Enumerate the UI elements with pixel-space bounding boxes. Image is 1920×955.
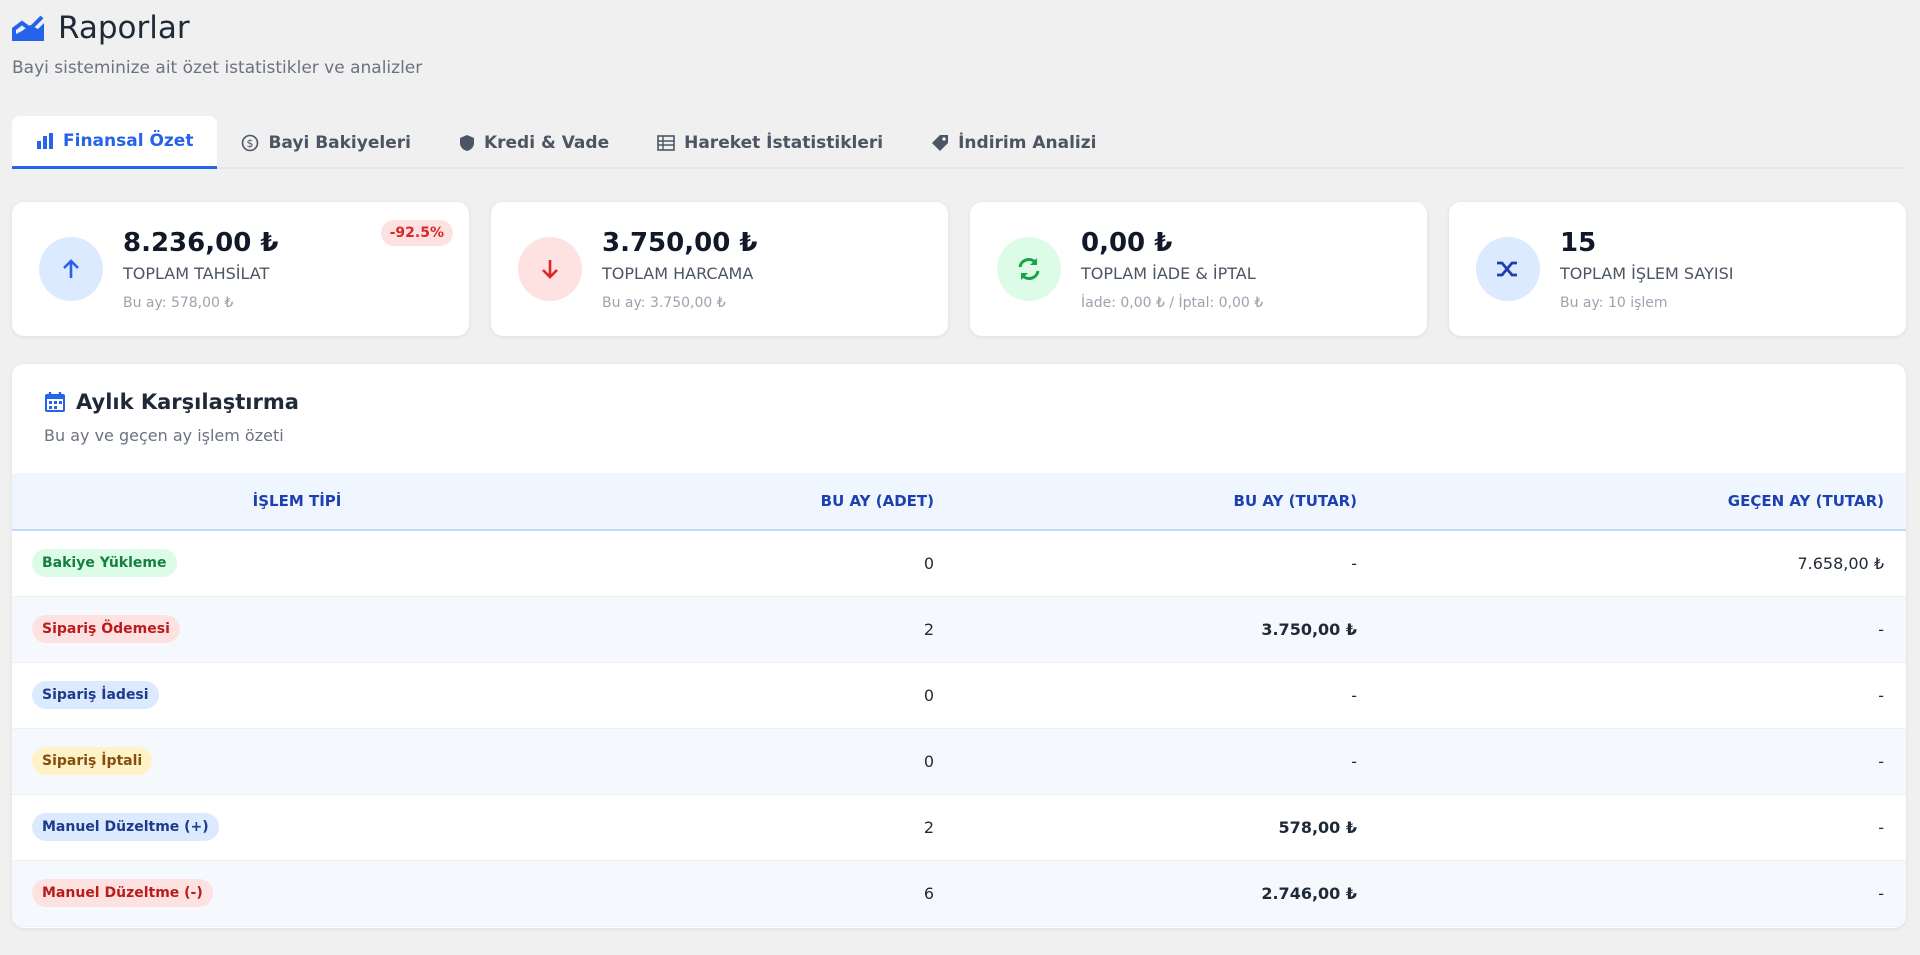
cell: 2 [582, 794, 956, 861]
column-header: BU AY (TUTAR) [956, 473, 1379, 531]
card-note: Bu ay: 578,00 ₺ [123, 294, 234, 311]
type-pill: Sipariş İptali [32, 747, 153, 775]
cell: 3.750,00 ₺ [956, 596, 1379, 663]
column-header: BU AY (ADET) [582, 473, 956, 531]
stat-card: 15 TOPLAM İŞLEM SAYISI Bu ay: 10 işlem [1449, 202, 1906, 336]
cell: - [1379, 596, 1906, 663]
title-row: Raporlar [12, 10, 422, 46]
report-icon [12, 15, 44, 41]
stat-card: 0,00 ₺ TOPLAM İADE & İPTAL İade: 0,00 ₺ / … [970, 202, 1427, 336]
panel-title-row: Aylık Karşılaştırma [44, 390, 299, 414]
card-label: TOPLAM HARCAMA [602, 263, 754, 283]
stat-card: 8.236,00 ₺ TOPLAM TAHSİLAT Bu ay: 578,00 ₺… [12, 202, 469, 336]
card-icon [1476, 237, 1540, 301]
panel-subtitle: Bu ay ve geçen ay işlem özeti [44, 426, 284, 445]
shuffle-icon [1497, 261, 1517, 277]
card-note: İade: 0,00 ₺ / İptal: 0,00 ₺ [1081, 294, 1264, 311]
comparison-table: İŞLEM TİPİ BU AY (ADET) BU AY (TUTAR) GEÇEN… [12, 473, 1906, 927]
cell: - [956, 728, 1379, 795]
arrow-up [63, 259, 79, 278]
tab-icon [932, 134, 949, 151]
tab[interactable]: İndirim Analizi [907, 116, 1120, 169]
tab-icon [657, 134, 675, 151]
cell: 6 [582, 860, 956, 927]
cell: 2 [582, 596, 956, 663]
card-value: 15 [1560, 227, 1597, 258]
tab[interactable]: Finansal Özet [12, 116, 218, 169]
tab-icon [459, 134, 474, 151]
change-badge: -92.5% [380, 220, 453, 246]
tab-label: Finansal Özet [63, 131, 194, 151]
tab[interactable]: $ Bayi Bakiyeleri [217, 116, 434, 169]
panel-title: Aylık Karşılaştırma [76, 390, 299, 414]
cell: - [1379, 794, 1906, 861]
calendar-icon [45, 392, 65, 412]
type-pill: Bakiye Yükleme [32, 549, 177, 578]
tab-bar: Finansal Özet $ Bayi Bakiyeleri Kredi & V… [12, 116, 1906, 169]
cell: - [956, 530, 1379, 597]
arrow-down [542, 260, 558, 279]
type-pill: Manuel Düzeltme (+) [32, 813, 219, 841]
card-note: Bu ay: 3.750,00 ₺ [602, 294, 726, 311]
header: Raporlar Bayi sisteminize ait özet istat… [12, 10, 422, 78]
card-icon [39, 237, 103, 301]
tab[interactable]: Kredi & Vade [435, 116, 633, 169]
table-row: Sipariş İptali 0- - [12, 728, 1906, 795]
card-icon [997, 237, 1061, 301]
column-header: GEÇEN AY (TUTAR) [1379, 473, 1906, 531]
cell: 0 [582, 530, 956, 597]
cell: 2.746,00 ₺ [956, 860, 1379, 927]
header-row: İŞLEM TİPİ BU AY (ADET) BU AY (TUTAR) GEÇEN… [12, 473, 1906, 531]
table-row: Manuel Düzeltme (-) 6 2.746,00 ₺ - [12, 860, 1906, 927]
svg-text:$: $ [247, 137, 254, 150]
cell: 7.658,00 ₺ [1379, 530, 1906, 597]
card-note: Bu ay: 10 işlem [1560, 294, 1668, 311]
cell: 0 [582, 728, 956, 795]
cell: 0 [582, 662, 956, 729]
table-row: Manuel Düzeltme (+) 2 578,00 ₺ - [12, 794, 1906, 861]
tab-label: Kredi & Vade [483, 132, 610, 153]
card-label: TOPLAM İADE & İPTAL [1081, 263, 1256, 283]
type-pill: Sipariş Ödemesi [32, 615, 180, 643]
tab[interactable]: Hareket İstatistikleri [633, 116, 907, 169]
tab-label: Hareket İstatistikleri [684, 132, 884, 153]
card-value: 0,00 ₺ [1081, 227, 1173, 258]
cell: - [1379, 662, 1906, 729]
page-title: Raporlar [58, 10, 190, 46]
comparison-panel: Aylık Karşılaştırma Bu ay ve geçen ay iş… [12, 364, 1906, 928]
tab-label: Bayi Bakiyeleri [268, 132, 411, 153]
card-icon [518, 237, 582, 301]
type-pill: Manuel Düzeltme (-) [32, 879, 213, 907]
tab-icon: $ [242, 134, 259, 151]
stat-card: 3.750,00 ₺ TOPLAM HARCAMA Bu ay: 3.750,00 … [491, 202, 948, 336]
card-value: 8.236,00 ₺ [123, 227, 279, 258]
stat-cards: 8.236,00 ₺ TOPLAM TAHSİLAT Bu ay: 578,00 ₺… [12, 202, 1906, 336]
table-row: Sipariş Ödemesi 2 3.750,00 ₺ - [12, 596, 1906, 663]
table-row: Sipariş İadesi 0- - [12, 662, 1906, 729]
cell: - [1379, 860, 1906, 927]
cell: - [956, 662, 1379, 729]
tab-label: İndirim Analizi [958, 132, 1097, 153]
card-value: 3.750,00 ₺ [602, 227, 758, 258]
card-label: TOPLAM İŞLEM SAYISI [1560, 263, 1734, 283]
refresh-icon [1018, 258, 1040, 280]
card-label: TOPLAM TAHSİLAT [123, 263, 270, 283]
tab-icon [37, 133, 53, 149]
cell: - [1379, 728, 1906, 795]
column-header: İŞLEM TİPİ [12, 473, 582, 531]
table-row: Bakiye Yükleme 0-7.658,00 ₺ [12, 530, 1906, 597]
type-pill: Sipariş İadesi [32, 681, 159, 709]
cell: 578,00 ₺ [956, 794, 1379, 861]
page-subtitle: Bayi sisteminize ait özet istatistikler … [12, 58, 423, 78]
